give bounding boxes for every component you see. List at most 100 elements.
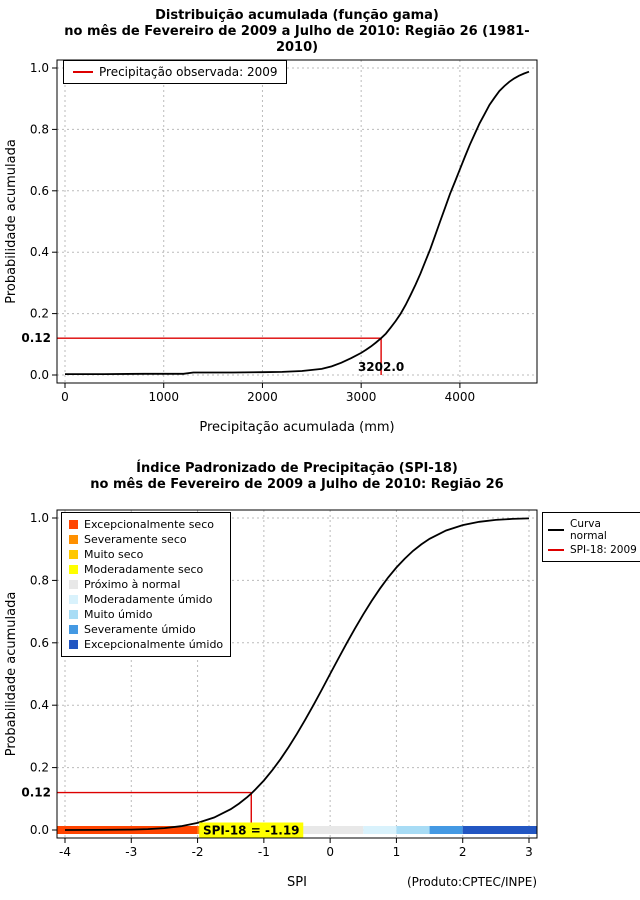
legend-label: Curva normal bbox=[570, 518, 607, 542]
axes: -4 -3 -2 -1 0 1 2 3 0.0 0.2 0.4 0.6 0.8 1.0 bbox=[30, 511, 533, 859]
spi-category-segment bbox=[363, 826, 397, 834]
gridlines bbox=[57, 60, 537, 383]
legend-item: Severamente úmido bbox=[69, 622, 223, 637]
legend-item: Moderadamente úmido bbox=[69, 592, 223, 607]
legend-label: Severamente úmido bbox=[84, 623, 196, 636]
legend-item: Moderadamente seco bbox=[69, 562, 223, 577]
y-tick-label: 0.8 bbox=[30, 122, 49, 136]
legend-color-swatch bbox=[69, 640, 78, 649]
y-tick-label: 0.6 bbox=[30, 636, 49, 650]
legend-item: Excepcionalmente úmido bbox=[69, 637, 223, 652]
legend-line-sample bbox=[73, 71, 93, 73]
legend-item: Precipitação observada: 2009 bbox=[73, 65, 277, 79]
x-tick-label: 4000 bbox=[445, 390, 476, 404]
axis-titles: Precipitação acumulada (mm) Probabilidade… bbox=[4, 139, 395, 435]
x-tick-label: 2000 bbox=[247, 390, 278, 404]
y-tick-label: 0.6 bbox=[30, 184, 49, 198]
spi-cdf-chart: Índice Padronizado de Precipitação (SPI-… bbox=[0, 455, 640, 900]
chart2-title: Índice Padronizado de Precipitação (SPI-… bbox=[136, 461, 458, 476]
precip-value-label: 3202.0 bbox=[358, 360, 404, 374]
product-credit: (Produto:CPTEC/INPE) bbox=[407, 875, 537, 889]
legend-color-swatch bbox=[69, 610, 78, 619]
legend-label: SPI-18: 2009 bbox=[570, 544, 637, 556]
y-axis-title: Probabilidade acumulada bbox=[4, 139, 19, 304]
probability-value-label: 0.12 bbox=[21, 331, 51, 345]
legend-label: Precipitação observada: 2009 bbox=[99, 65, 278, 79]
plot-border bbox=[56, 509, 538, 839]
chart1-title: Distribuição acumulada (função gama) bbox=[155, 8, 439, 23]
curves-legend: Curva normal SPI-18: 2009 bbox=[542, 512, 640, 562]
observed-precip-legend: Precipitação observada: 2009 bbox=[63, 60, 288, 84]
axes: 0 1000 2000 3000 4000 0.0 0.2 0.4 0.6 0.8 1.0 bbox=[30, 61, 475, 404]
cdf-curve bbox=[65, 70, 530, 376]
gamma-cdf-chart: Distribuição acumulada (função gama) no … bbox=[4, 8, 538, 435]
spi-category-segment bbox=[297, 826, 364, 834]
probability-value-label: 0.12 bbox=[21, 786, 51, 800]
y-tick-label: 1.0 bbox=[30, 511, 49, 525]
legend-item: Excepcionalmente seco bbox=[69, 517, 223, 532]
x-axis-title: Precipitação acumulada (mm) bbox=[199, 420, 394, 435]
annotation-labels: 0.12 3202.0 bbox=[21, 331, 404, 374]
legend-color-swatch bbox=[69, 625, 78, 634]
y-tick-label: 1.0 bbox=[30, 61, 49, 75]
y-tick-label: 0.2 bbox=[30, 307, 49, 321]
y-tick-label: 0.0 bbox=[30, 368, 49, 382]
legend-label: Moderadamente úmido bbox=[84, 593, 213, 606]
y-tick-label: 0.4 bbox=[30, 245, 49, 259]
chart1-subtitle: no mês de Fevereiro de 2009 a Julho de 2… bbox=[64, 24, 530, 55]
x-tick-label: -4 bbox=[59, 845, 71, 859]
legend-color-swatch bbox=[69, 565, 78, 574]
legend-label: Próximo à normal bbox=[84, 578, 181, 591]
legend-label: Muito úmido bbox=[84, 608, 153, 621]
y-axis-title: Probabilidade acumulada bbox=[4, 592, 19, 757]
x-tick-label: 3 bbox=[525, 845, 533, 859]
legend-label: Moderadamente seco bbox=[84, 563, 204, 576]
observed-value-marker bbox=[57, 337, 382, 375]
y-tick-label: 0.0 bbox=[30, 823, 49, 837]
spi-value-label: SPI-18 = -1.19 bbox=[203, 824, 300, 838]
legend-label: Severamente seco bbox=[84, 533, 187, 546]
y-tick-label: 0.8 bbox=[30, 573, 49, 587]
x-tick-label: 1000 bbox=[148, 390, 179, 404]
x-tick-label: -3 bbox=[125, 845, 137, 859]
x-tick-label: -2 bbox=[192, 845, 204, 859]
chart1-title-block: Distribuição acumulada (função gama) no … bbox=[57, 8, 537, 56]
x-tick-label: 0 bbox=[326, 845, 334, 859]
spi-category-segment bbox=[429, 826, 463, 834]
legend-item: Muito úmido bbox=[69, 607, 223, 622]
legend-item: Próximo à normal bbox=[69, 577, 223, 592]
legend-color-swatch bbox=[69, 520, 78, 529]
legend-label: Excepcionalmente úmido bbox=[84, 638, 224, 651]
legend-label: Muito seco bbox=[84, 548, 144, 561]
legend-item: SPI-18: 2009 bbox=[548, 544, 637, 556]
annotation-labels: 0.12 SPI-18 = -1.19 bbox=[21, 786, 304, 838]
legend-item: Severamente seco bbox=[69, 532, 223, 547]
spi-cdf-plot: -4 -3 -2 -1 0 1 2 3 0.0 0.2 0.4 0.6 0.8 1.0 0.12 SPI-18… bbox=[4, 509, 538, 890]
chart2-title-block: Índice Padronizado de Precipitação (SPI-… bbox=[57, 461, 537, 493]
x-axis-title: SPI bbox=[287, 875, 307, 890]
gamma-cdf-plot: 0 1000 2000 3000 4000 0.0 0.2 0.4 0.6 0.8 1.0 0.12 3… bbox=[4, 59, 538, 435]
legend-line-sample bbox=[548, 549, 564, 551]
legend-line-sample bbox=[548, 529, 564, 531]
y-tick-label: 0.4 bbox=[30, 698, 49, 712]
x-tick-label: 0 bbox=[61, 390, 69, 404]
plot-border bbox=[56, 59, 538, 384]
y-tick-label: 0.2 bbox=[30, 761, 49, 775]
legend-color-swatch bbox=[69, 550, 78, 559]
legend-color-swatch bbox=[69, 580, 78, 589]
spi-category-segment bbox=[462, 826, 537, 834]
legend-label: Excepcionalmente seco bbox=[84, 518, 214, 531]
legend-color-swatch bbox=[69, 535, 78, 544]
x-tick-label: 2 bbox=[459, 845, 467, 859]
chart2-subtitle: no mês de Fevereiro de 2009 a Julho de 2… bbox=[90, 477, 504, 492]
axis-titles: SPI Probabilidade acumulada bbox=[4, 592, 307, 890]
legend-item: Muito seco bbox=[69, 547, 223, 562]
x-tick-label: 3000 bbox=[346, 390, 377, 404]
cdf-curve bbox=[64, 517, 530, 831]
spi-value-highlight bbox=[199, 822, 304, 838]
spi-categories-legend: Excepcionalmente seco Severamente seco Mui… bbox=[61, 512, 232, 657]
legend-color-swatch bbox=[69, 595, 78, 604]
x-tick-label: -1 bbox=[258, 845, 270, 859]
x-tick-label: 1 bbox=[393, 845, 401, 859]
spi-category-segment bbox=[396, 826, 430, 834]
